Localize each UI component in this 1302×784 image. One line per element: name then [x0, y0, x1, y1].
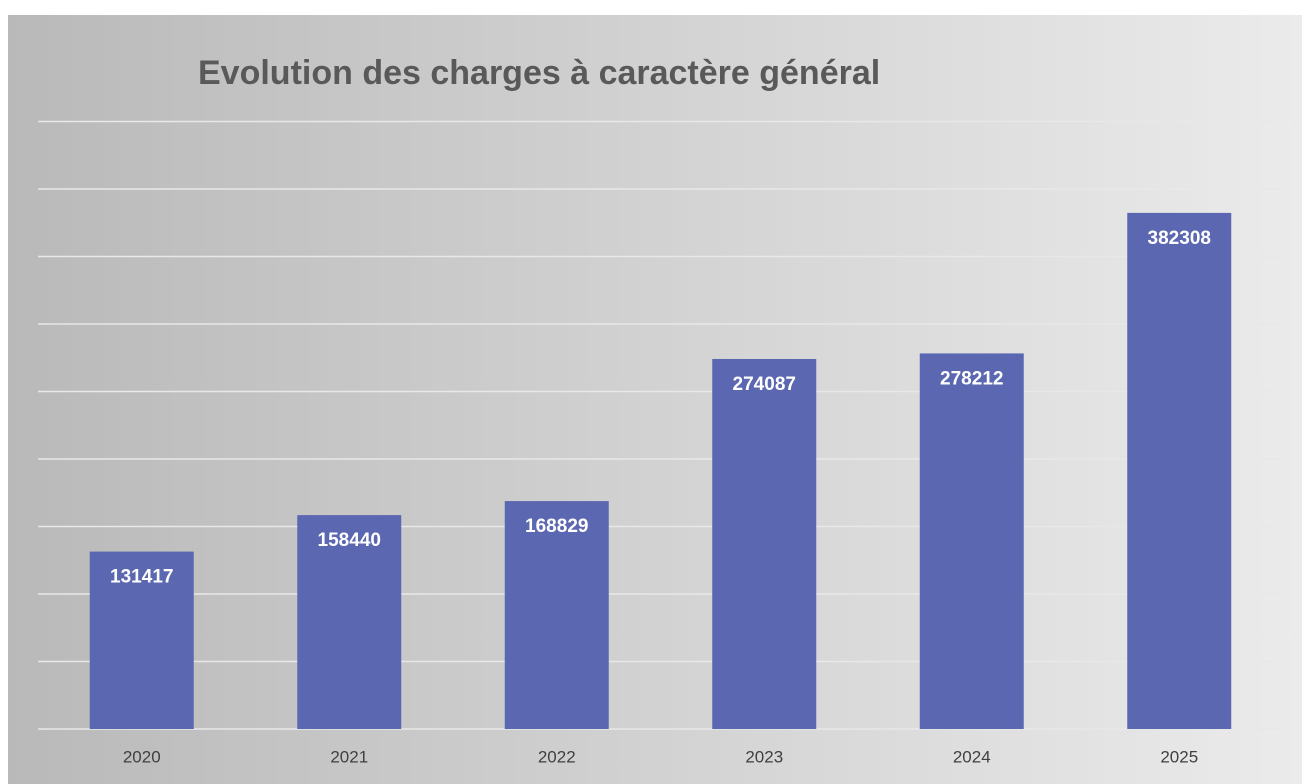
bar: [919, 353, 1024, 729]
x-tick-label: 2020: [123, 747, 161, 766]
bar: [504, 501, 609, 729]
x-tick-label: 2022: [538, 747, 576, 766]
x-tick-label: 2021: [330, 747, 368, 766]
x-tick-label: 2024: [953, 747, 991, 766]
bar: [89, 551, 194, 729]
chart-background: [8, 15, 1302, 784]
chart-title: Evolution des charges à caractère généra…: [198, 54, 880, 92]
value-label: 131417: [110, 567, 173, 588]
bar: [297, 515, 402, 729]
value-label: 168829: [525, 516, 588, 537]
value-label: 158440: [318, 530, 381, 551]
value-label: 382308: [1148, 228, 1211, 249]
bar: [1127, 212, 1232, 729]
value-label: 278212: [940, 368, 1003, 389]
x-tick-label: 2025: [1160, 747, 1198, 766]
x-tick-label: 2023: [745, 747, 783, 766]
value-label: 274087: [733, 374, 796, 395]
bar: [712, 358, 817, 729]
